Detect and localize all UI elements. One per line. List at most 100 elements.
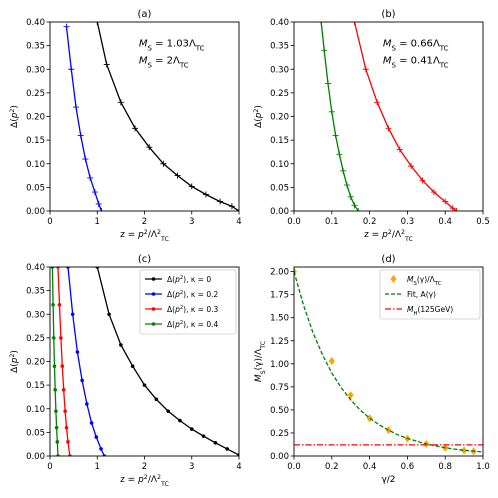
data-point [385, 125, 392, 132]
y-tick-label: 0.20 [26, 358, 45, 368]
data-point [119, 343, 123, 347]
data-point [54, 425, 59, 430]
y-tick-label: 0.25 [26, 89, 45, 99]
data-point [80, 378, 84, 383]
y-tick-label: 0.10 [26, 160, 45, 170]
legend-marker [151, 292, 156, 296]
data-point [328, 357, 335, 366]
legend-box [379, 269, 481, 320]
data-point [160, 160, 167, 167]
data-point [51, 336, 56, 340]
data-point [82, 156, 89, 163]
y-tick-label: 0.10 [270, 160, 289, 170]
data-point [174, 172, 181, 179]
panel-b: 0.0 0.1 0.2 0.3 0.4 0.5 0.00 0.05 0.10 0.15 0.20 0.… [253, 9, 490, 243]
data-point [355, 208, 362, 211]
x-tick-label: 0.4 [363, 462, 377, 472]
data-point [89, 421, 94, 425]
y-tick-label: 0.05 [270, 183, 289, 193]
x-tick-label: 2 [142, 217, 147, 227]
plot-area [63, 22, 239, 211]
panel-title: (d) [381, 254, 395, 265]
x-tick-label: 0.0 [287, 462, 301, 472]
x-tick-label: 0.0 [287, 217, 301, 227]
legend-marker [390, 275, 397, 283]
x-axis-label: z = p2/Λ2TC [120, 229, 169, 243]
data-point [340, 167, 347, 174]
y-tick-label: 0.35 [26, 287, 45, 297]
panel-title: (c) [138, 254, 151, 265]
data-point [178, 418, 182, 423]
data-point [362, 66, 369, 73]
data-point [107, 312, 111, 317]
y-tick-label: 0.20 [270, 113, 289, 123]
data-point [442, 198, 449, 205]
data-point [202, 191, 209, 198]
data-point [201, 434, 206, 438]
data-point [217, 198, 224, 205]
data-point [63, 409, 67, 413]
data-point [461, 446, 468, 455]
data-point [343, 182, 350, 189]
legend-marker [151, 307, 156, 311]
y-tick-label: 0.05 [26, 183, 45, 193]
y-tick-label: 2.00 [270, 268, 289, 278]
x-axis-label: z = p2/Λ2TC [120, 474, 169, 488]
data-point [103, 61, 110, 68]
y-tick-label: 0.25 [270, 429, 289, 439]
legend: Δ(p2), κ = 0 Δ(p2), κ = 0.2 Δ(p2), κ = 0.3… [139, 269, 237, 335]
axes-frame [49, 266, 240, 457]
data-point [351, 22, 358, 25]
data-point [61, 388, 66, 392]
y-axis-label: MS(γ)/ΛTC [254, 340, 267, 382]
y-tick-label: 0.50 [270, 406, 289, 416]
y-axis-label: Δ(p2) [9, 350, 21, 373]
data-point [57, 303, 62, 307]
x-tick-label: 0.6 [401, 462, 415, 472]
legend-label: Fit, A(γ) [407, 290, 436, 299]
legend-label: Δ(p2), κ = 0.3 [167, 305, 218, 314]
panel-a: 0 1 2 3 4 0.00 0.05 0.10 0.15 0.20 0.25 0.30 0.35 0.4… [9, 9, 242, 243]
legend: MS(γ)/ΛTC Fit, A(γ) MH(125GeV) [379, 269, 481, 320]
y-tick-label: 0.75 [270, 383, 289, 393]
x-tick-label: 0.2 [363, 217, 377, 227]
y-tick-label: 0.35 [26, 42, 45, 52]
data-point [68, 66, 75, 73]
data-point [453, 208, 460, 211]
data-point [55, 440, 60, 444]
y-tick-label: 0.25 [26, 334, 45, 344]
data-point [385, 426, 392, 435]
panel-title: (a) [138, 9, 152, 20]
data-point [60, 364, 65, 369]
data-point [130, 364, 135, 369]
data-point [132, 125, 139, 132]
data-point [325, 80, 332, 87]
x-tick-label: 3 [189, 462, 194, 472]
panel-c: 0 1 2 3 4 0.00 0.05 0.10 0.15 0.20 0.25 0.30 0.35 0.4… [9, 254, 242, 488]
y-tick-label: 0.20 [26, 113, 45, 123]
panel-title: (b) [381, 9, 395, 20]
data-point [66, 440, 70, 444]
y-tick-label: 0.40 [26, 263, 45, 273]
data-point [52, 364, 57, 369]
data-point [347, 193, 354, 200]
axes-frame [293, 266, 484, 457]
legend-label: MH(125GeV) [407, 305, 453, 317]
y-tick-label: 0.30 [270, 65, 289, 75]
y-tick-label: 0.15 [26, 136, 45, 146]
data-point [321, 47, 328, 54]
plot-area [294, 267, 483, 456]
y-tick-label: 0.00 [26, 207, 45, 217]
data-point [225, 447, 229, 451]
y-tick-label: 0.00 [26, 452, 45, 462]
y-tick-label: 0.15 [270, 136, 289, 146]
data-point [94, 22, 101, 25]
series-line [67, 267, 105, 456]
y-tick-label: 1.00 [270, 360, 289, 370]
data-point [72, 104, 79, 111]
x-tick-label: 0.8 [438, 462, 452, 472]
legend-marker [151, 322, 156, 326]
data-point [54, 409, 58, 413]
x-tick-label: 1.0 [476, 462, 490, 472]
annotation: MS = 0.41ΛTC [383, 56, 449, 70]
